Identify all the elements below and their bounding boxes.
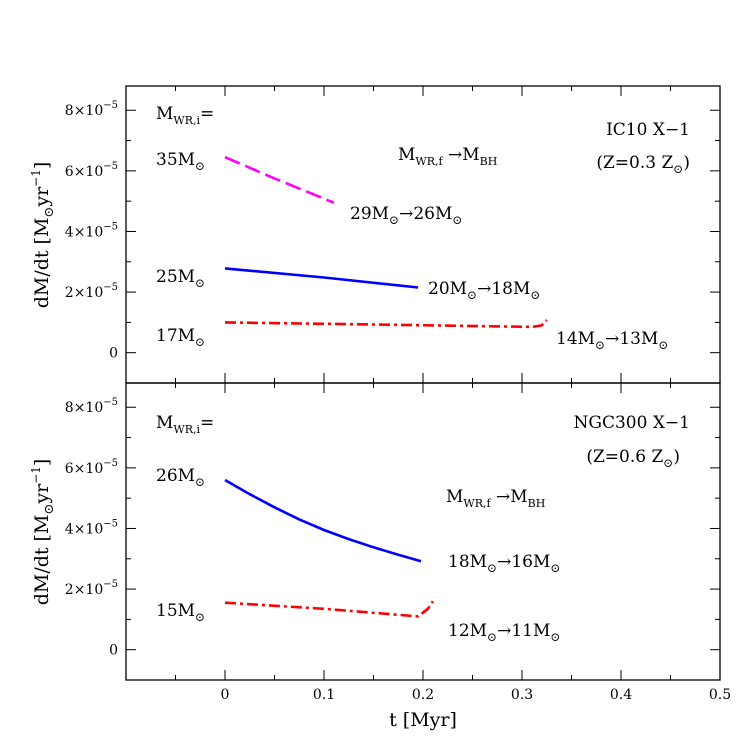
y-tick-label: 2×10−5 — [65, 579, 118, 598]
x-tick-label: 0.2 — [412, 687, 434, 703]
x-axis-title: t [Myr] — [389, 709, 457, 731]
y-tick-label: 8×10−5 — [65, 397, 118, 416]
y-tick-label: 6×10−5 — [65, 458, 118, 477]
bottom-legend-header: MWR,i= — [156, 413, 214, 436]
bottom-x-tick-labels: 0 0.1 0.2 0.3 0.4 0.5 — [221, 687, 732, 703]
top-y-tick-labels: 0 2×10−5 4×10−5 6×10−5 8×10−5 — [65, 100, 118, 361]
x-tick-label: 0.3 — [511, 687, 533, 703]
series-line-17 — [224, 319, 548, 329]
top-legend-header: MWR,i= — [156, 104, 214, 127]
top-initial-mass-25: 25M⊙ — [156, 267, 205, 290]
top-initial-mass-35: 35M⊙ — [156, 150, 205, 173]
y-tick-label: 2×10−5 — [65, 282, 118, 301]
bottom-y-tick-labels: 0 2×10−5 4×10−5 6×10−5 8×10−5 — [65, 397, 118, 658]
y-axis-title-top: dM/dt [M⊙yr−1] — [29, 162, 57, 309]
top-system-label-line1: IC10 X−1 — [606, 120, 690, 140]
bottom-panel-ticks — [126, 383, 720, 680]
top-final-mass-red: 14M⊙→13M⊙ — [556, 329, 668, 352]
y-tick-label: 0 — [109, 346, 118, 362]
y-tick-label: 6×10−5 — [65, 161, 118, 180]
y-axis-title-bottom: dM/dt [M⊙yr−1] — [29, 459, 57, 606]
y-tick-label: 4×10−5 — [65, 221, 118, 240]
series-line-26 — [224, 478, 422, 563]
bottom-series-lines — [224, 478, 434, 618]
x-tick-label: 0.1 — [313, 687, 335, 703]
y-tick-label: 0 — [109, 643, 118, 659]
bottom-mass-transition-label: MWR,f →MBH — [446, 487, 545, 510]
top-mass-transition-label: MWR,f →MBH — [398, 145, 497, 168]
bottom-panel: 02×10−54×10−56×10−58×10−5 0 0.1 0.2 0.3 0.4 0… — [65, 382, 732, 703]
bottom-initial-mass-15: 15M⊙ — [156, 601, 205, 624]
x-tick-label: 0.4 — [610, 687, 632, 703]
top-initial-mass-17: 17M⊙ — [156, 326, 205, 349]
bottom-final-mass-blue: 18M⊙→16M⊙ — [448, 552, 560, 575]
top-panel-ticks — [126, 86, 720, 383]
bottom-system-label-line1: NGC300 X−1 — [574, 413, 690, 433]
top-system-label-line2: (Z=0.3 Z⊙) — [596, 153, 690, 176]
x-tick-label: 0 — [221, 687, 230, 703]
bottom-initial-mass-26: 26M⊙ — [156, 466, 205, 489]
bottom-system-label-line2: (Z=0.6 Z⊙) — [586, 447, 680, 470]
y-tick-label: 4×10−5 — [65, 518, 118, 537]
series-line-35 — [224, 156, 335, 204]
x-tick-label: 0.5 — [709, 687, 731, 703]
top-panel: 0 2×10−5 4×10−5 6×10−5 8×10−5 MWR,i= IC10 X−… — [65, 85, 721, 384]
top-series-lines — [224, 156, 548, 329]
top-final-mass-blue: 20M⊙→18M⊙ — [428, 279, 540, 302]
series-line-25 — [224, 267, 419, 289]
y-tick-label: 8×10−5 — [65, 100, 118, 119]
top-final-mass-magenta: 29M⊙→26M⊙ — [350, 204, 462, 227]
series-line-15 — [224, 600, 434, 618]
bottom-final-mass-red: 12M⊙→11M⊙ — [448, 621, 560, 644]
